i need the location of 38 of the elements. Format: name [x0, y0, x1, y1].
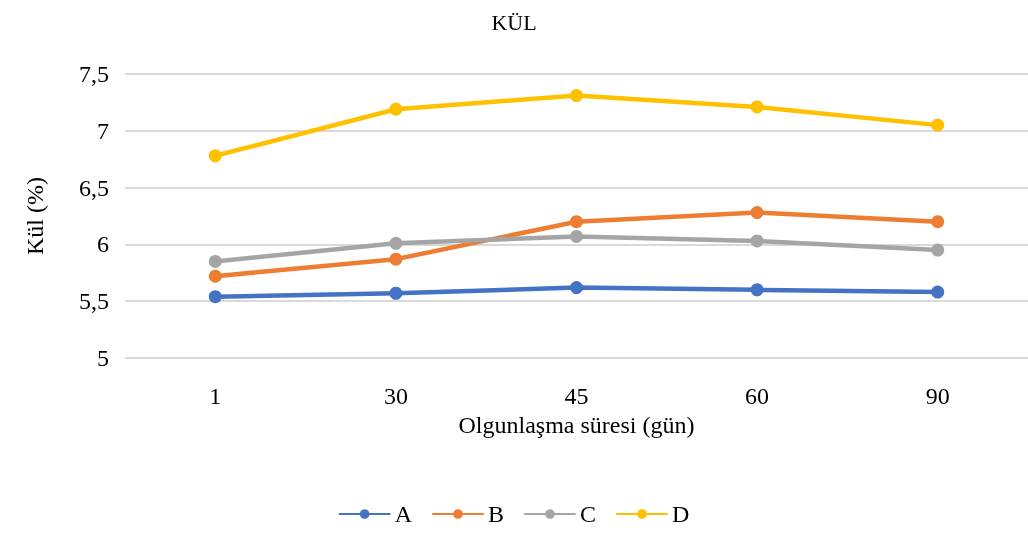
- point: [389, 286, 403, 300]
- x-tick-label: 45: [564, 383, 589, 409]
- legend-label: A: [394, 501, 413, 527]
- point: [570, 215, 583, 229]
- point: [208, 149, 222, 163]
- y-tick-label: 5: [97, 345, 109, 371]
- point: [208, 290, 222, 304]
- point: [389, 236, 403, 250]
- point: [389, 102, 403, 116]
- y-axis-title: Kül (%): [22, 177, 48, 255]
- y-tick-label: 5,5: [79, 288, 109, 315]
- point: [208, 269, 222, 283]
- point: [750, 234, 764, 248]
- y-tick-label: 6,5: [79, 174, 109, 201]
- point: [570, 229, 583, 243]
- y-tick-label: 6: [97, 231, 109, 258]
- point: [931, 215, 945, 229]
- legend-label: B: [487, 501, 505, 527]
- legend-label: D: [672, 501, 690, 527]
- x-tick-label: 1: [209, 383, 222, 409]
- point: [208, 254, 222, 268]
- point: [931, 243, 945, 257]
- point: [931, 118, 945, 132]
- point: [931, 285, 945, 299]
- chart-title: KÜL: [491, 9, 537, 35]
- x-tick-label: 90: [925, 383, 950, 409]
- y-tick-label: 7: [97, 117, 109, 144]
- legend-label: C: [580, 501, 597, 527]
- x-tick-label: 60: [745, 383, 770, 409]
- y-tick-label: 7,5: [79, 61, 109, 87]
- point: [570, 89, 583, 103]
- x-axis-title: Olgunlaşma süresi (gün): [458, 411, 695, 438]
- point: [750, 206, 764, 220]
- point: [389, 252, 403, 266]
- point: [750, 100, 764, 114]
- point: [750, 283, 764, 297]
- point: [570, 281, 583, 295]
- x-tick-label: 30: [383, 383, 408, 409]
